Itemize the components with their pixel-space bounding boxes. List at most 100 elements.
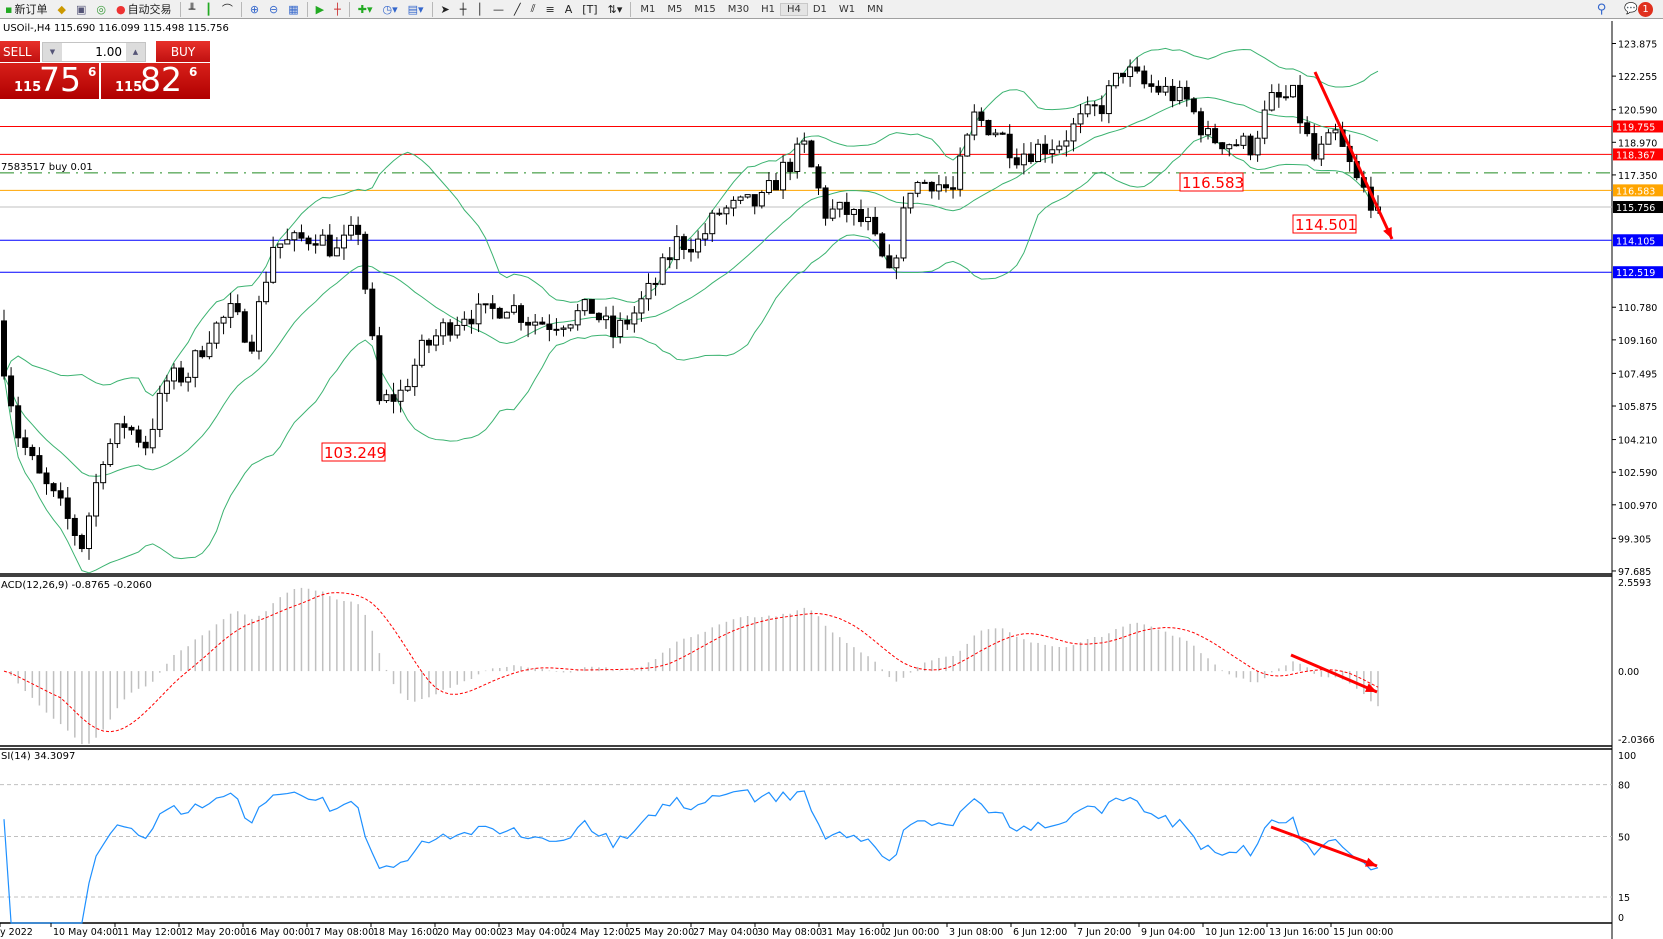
text-icon[interactable]: A [564, 2, 573, 16]
buy-price[interactable]: 115 82 6 [101, 60, 210, 99]
candle-body [241, 311, 248, 343]
candle [1183, 80, 1190, 107]
rsi-tick-label: 15 [1618, 893, 1630, 904]
candlestick-icon[interactable]: ┃ [205, 2, 212, 16]
candle-body [1282, 96, 1289, 99]
candle [1155, 80, 1162, 96]
candle [999, 131, 1006, 135]
price-level-label: 112.519 [1616, 268, 1655, 279]
candle [468, 309, 475, 334]
chat-icon: 💬 [1624, 1, 1638, 15]
timeframe-h1[interactable]: H1 [761, 3, 775, 15]
periods-icon[interactable]: ◷▾ [382, 2, 398, 16]
candle [340, 224, 347, 260]
timeframe-m1[interactable]: M1 [640, 3, 656, 15]
candle-body [560, 327, 567, 330]
line-chart-icon[interactable]: ⌒ [221, 3, 233, 16]
lot-size-input[interactable]: ▼ 1.00 ▲ [42, 42, 146, 62]
signals-icon[interactable]: ◎ [96, 2, 106, 16]
arrows-icon[interactable]: ⇅▾ [607, 2, 623, 16]
price-tick-label: 97.685 [1618, 567, 1651, 578]
equidistant-channel-icon[interactable]: ⫽ [530, 2, 536, 15]
candle [1318, 135, 1325, 167]
candle [680, 233, 687, 260]
horizontal-line-icon[interactable]: — [493, 2, 505, 16]
fibonacci-icon[interactable]: ≡ [545, 2, 555, 16]
buy-button[interactable]: BUY [156, 41, 210, 62]
search-icon[interactable]: ⚲ [1596, 1, 1607, 17]
candle [886, 244, 893, 269]
candle [8, 367, 15, 413]
candle-body [1261, 109, 1268, 139]
candle [100, 461, 107, 490]
cursor-icon[interactable]: ➤ [440, 2, 450, 16]
candle-body [503, 311, 510, 319]
tile-windows-icon[interactable]: ▦ [288, 2, 299, 16]
auto-trading-button[interactable]: ● 自动交易 [115, 2, 172, 17]
auto-scroll-icon[interactable]: ▶ [315, 2, 325, 16]
candle-body [680, 236, 687, 250]
indicators-icon[interactable]: ✚▾ [357, 2, 373, 16]
chart-shift-icon[interactable]: ┼ [334, 2, 341, 16]
candle [298, 224, 305, 242]
candle-body [135, 429, 142, 443]
price-level-tag [1613, 201, 1663, 214]
candle-body [355, 224, 362, 235]
timeframe-m30[interactable]: M30 [727, 3, 750, 15]
candle-body [213, 322, 220, 344]
separator [630, 1, 632, 17]
candle-body [362, 233, 369, 290]
time-tick-label: 17 May 08:00 [309, 927, 374, 938]
candle [390, 382, 397, 414]
navigator-icon[interactable]: ▣ [75, 2, 87, 16]
metaeditor-icon[interactable]: ◆ [57, 2, 66, 16]
candle-body [872, 216, 879, 235]
candle-body [659, 257, 666, 285]
candle-body [1290, 84, 1297, 98]
trendline-icon[interactable]: ╱ [514, 2, 521, 16]
candle [510, 294, 517, 315]
sell-price[interactable]: 115 75 6 [0, 60, 99, 99]
zoom-in-icon[interactable]: ⊕ [249, 2, 260, 16]
price-tick-label: 118.970 [1618, 138, 1657, 149]
candle [482, 303, 489, 314]
timeframe-h4[interactable]: H4 [779, 2, 808, 16]
messages-button[interactable]: 💬 1 [1624, 1, 1653, 17]
zoom-out-icon[interactable]: ⊖ [269, 2, 279, 16]
timeframe-m5[interactable]: M5 [667, 3, 683, 15]
candle [362, 231, 369, 295]
timeframe-m15[interactable]: M15 [694, 3, 716, 15]
lot-increase-button[interactable]: ▲ [126, 43, 145, 61]
candle [1134, 57, 1141, 74]
lot-decrease-button[interactable]: ▼ [43, 43, 62, 61]
candle-body [227, 303, 234, 318]
text-label-icon[interactable]: [T] [582, 2, 598, 16]
candle [78, 533, 85, 553]
candle [1197, 107, 1204, 143]
timeframe-mn[interactable]: MN [867, 3, 884, 15]
candle [447, 319, 454, 342]
timeframe-w1[interactable]: W1 [838, 3, 856, 15]
candle [1091, 100, 1098, 117]
candle-body [36, 455, 43, 474]
new-order-button[interactable]: ▪ 新订单 [5, 2, 48, 17]
price-tick-label: 104.210 [1618, 436, 1657, 447]
candle [255, 295, 262, 360]
crosshair-icon[interactable]: ┼ [459, 2, 467, 16]
candle-body [263, 281, 270, 303]
candle [595, 312, 602, 323]
vertical-line-icon[interactable]: │ [476, 2, 484, 16]
toolbar: ▪ 新订单 ◆ ▣ ◎ ● 自动交易 ╨ ┃ ⌒ ⊕ ⊖ ▦ ▶ ┼ ✚▾ ◷▾ ▤… [0, 0, 1663, 19]
candle [928, 181, 935, 199]
sell-button[interactable]: SELL [0, 41, 40, 62]
candle [397, 379, 404, 413]
candle [1049, 139, 1056, 164]
bar-chart-icon[interactable]: ╨ [188, 2, 196, 16]
candle-body [1070, 123, 1077, 142]
candle-body [624, 319, 631, 325]
separator [179, 1, 181, 17]
templates-icon[interactable]: ▤▾ [407, 2, 424, 16]
timeframe-d1[interactable]: D1 [812, 3, 827, 15]
candle-body [631, 312, 638, 325]
